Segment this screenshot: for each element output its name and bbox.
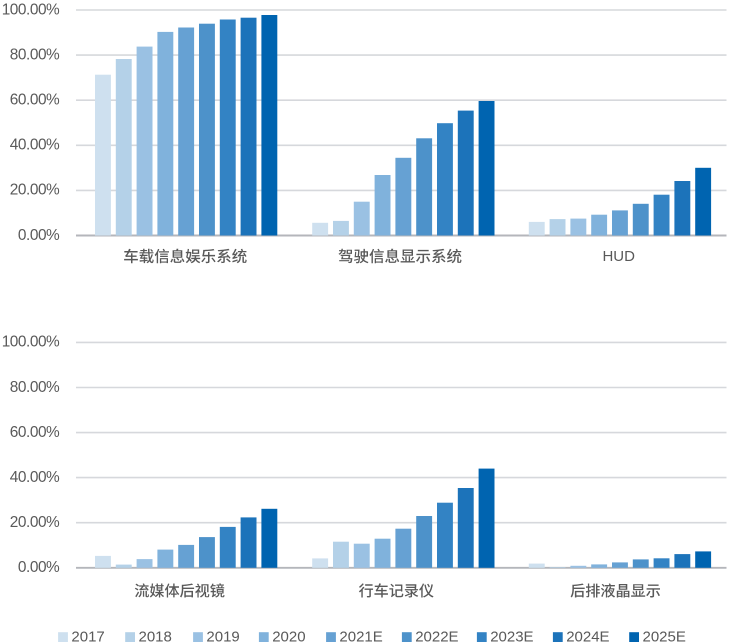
svg-text:0.00%: 0.00%: [18, 559, 60, 576]
svg-text:2025E: 2025E: [643, 629, 686, 643]
svg-text:2019: 2019: [206, 629, 239, 643]
svg-text:0.00%: 0.00%: [18, 227, 60, 244]
svg-text:2022E: 2022E: [415, 629, 458, 643]
svg-text:100.00%: 100.00%: [2, 1, 60, 18]
svg-text:80.00%: 80.00%: [10, 46, 60, 63]
svg-text:40.00%: 40.00%: [10, 137, 60, 154]
svg-text:60.00%: 60.00%: [10, 92, 60, 109]
svg-text:40.00%: 40.00%: [10, 469, 60, 486]
svg-text:2021E: 2021E: [339, 629, 382, 643]
svg-text:60.00%: 60.00%: [10, 424, 60, 441]
svg-text:2018: 2018: [139, 629, 172, 643]
svg-text:100.00%: 100.00%: [2, 334, 60, 351]
svg-text:2024E: 2024E: [566, 629, 609, 643]
svg-text:20.00%: 20.00%: [10, 182, 60, 199]
svg-text:80.00%: 80.00%: [10, 379, 60, 396]
svg-text:HUD: HUD: [602, 248, 635, 265]
svg-text:2020: 2020: [272, 629, 305, 643]
svg-text:20.00%: 20.00%: [10, 514, 60, 531]
svg-text:2017: 2017: [71, 629, 104, 643]
svg-text:2023E: 2023E: [490, 629, 533, 643]
